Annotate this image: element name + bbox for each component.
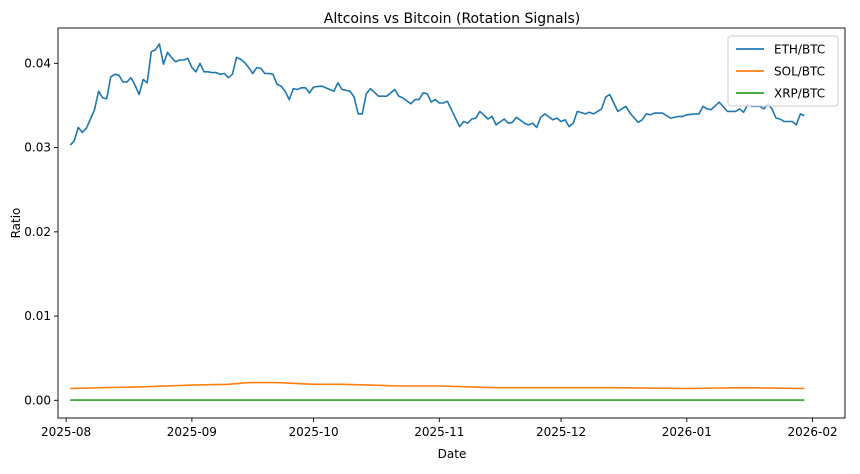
axes-frame: [57, 27, 846, 419]
plot-area: [69, 43, 805, 401]
x-tick-label: 2026-02: [787, 425, 837, 439]
y-tick-label: 0.03: [24, 141, 51, 155]
y-axis: 0.00 0.01 0.02 0.03 0.04: [24, 56, 58, 407]
legend-box: [727, 35, 839, 107]
y-tick-label: 0.04: [24, 56, 51, 70]
legend: ETH/BTC SOL/BTC XRP/BTC: [727, 35, 839, 107]
y-axis-label: Ratio: [9, 208, 23, 239]
y-tick-label: 0.00: [24, 393, 51, 407]
legend-label: SOL/BTC: [774, 65, 825, 79]
x-tick-label: 2025-12: [536, 425, 586, 439]
y-tick-label: 0.01: [24, 309, 51, 323]
series-line-sol-btc: [70, 381, 805, 390]
x-axis-label: Date: [438, 447, 467, 461]
series-line-eth-btc: [69, 43, 805, 146]
x-tick-label: 2025-10: [289, 425, 339, 439]
x-tick-label: 2025-09: [167, 425, 217, 439]
chart-title: Altcoins vs Bitcoin (Rotation Signals): [324, 11, 580, 27]
x-tick-label: 2026-01: [662, 425, 712, 439]
x-tick-label: 2025-08: [41, 425, 91, 439]
x-axis: 2025-08 2025-09 2025-10 2025-11 2025-12 2026-…: [41, 418, 838, 439]
legend-label: ETH/BTC: [774, 43, 825, 57]
legend-label: XRP/BTC: [774, 87, 825, 101]
y-tick-label: 0.02: [24, 225, 51, 239]
x-tick-label: 2025-11: [414, 425, 464, 439]
